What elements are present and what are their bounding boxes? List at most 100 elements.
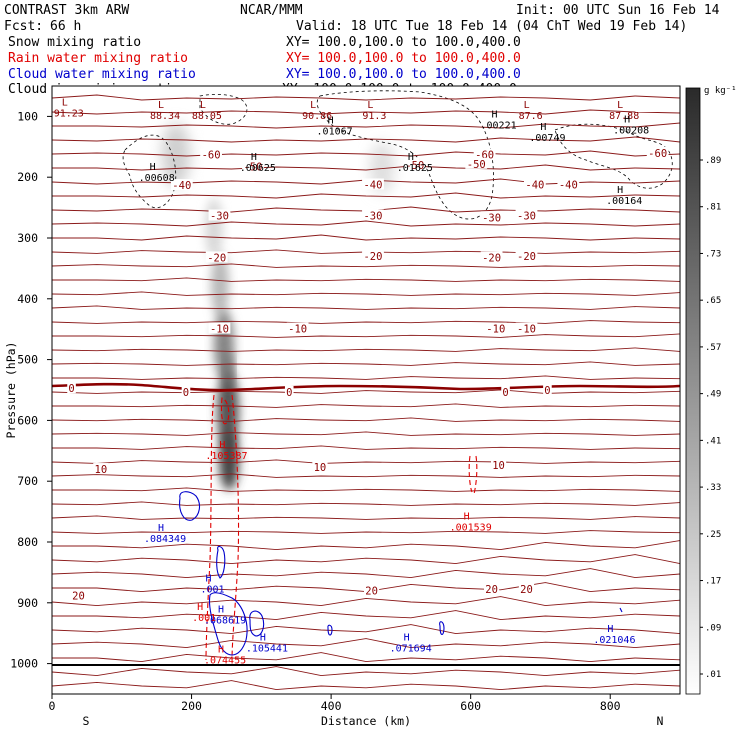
contour-label: -20 xyxy=(517,251,536,263)
init-time: Init: 00 UTC Sun 16 Feb 14 xyxy=(516,3,720,18)
extremum-kind: H xyxy=(408,152,414,163)
colorbar-tick-label: .57 xyxy=(705,343,721,353)
extremum-kind: H xyxy=(617,185,623,196)
extremum-kind: L xyxy=(200,100,206,111)
x-axis-title: Distance (km) xyxy=(321,714,411,728)
contour-label: -20 xyxy=(363,251,382,263)
extremum-value: .105441 xyxy=(246,643,288,654)
extremum-kind: H xyxy=(260,632,266,643)
y-tick-label: 1000 xyxy=(10,657,38,671)
extremum-value: .00164 xyxy=(606,196,642,207)
organization-label: NCAR/MMM xyxy=(240,3,303,18)
contour-label: 20 xyxy=(520,584,533,596)
extremum-kind: H xyxy=(404,632,410,643)
colorbar-tick-label: .65 xyxy=(705,296,721,306)
colorbar-tick-label: .01 xyxy=(705,670,721,680)
south-label: S xyxy=(83,714,90,728)
extremum-kind: H xyxy=(607,624,613,635)
extremum-kind: H xyxy=(150,162,156,173)
colorbar-tick-label: .81 xyxy=(705,203,721,213)
extremum-value: .001 xyxy=(192,613,216,624)
extremum-kind: H xyxy=(158,523,164,534)
extremum-value: 87.6 xyxy=(519,111,543,122)
extremum-value: .00625 xyxy=(240,163,276,174)
contour-label: 0 xyxy=(68,383,74,395)
x-tick-label: 200 xyxy=(181,699,202,713)
extremum-kind: H xyxy=(205,574,211,585)
colorbar-tick-label: .89 xyxy=(705,156,721,166)
extremum-kind: L xyxy=(367,100,373,111)
extremum-value: .00608 xyxy=(139,173,175,184)
contour-label: -10 xyxy=(517,324,536,336)
extremum-value: .001 xyxy=(200,585,224,596)
contour-label: -30 xyxy=(210,211,229,223)
colorbar xyxy=(686,88,700,694)
x-tick-label: 0 xyxy=(49,699,56,713)
field-xy-snow: XY= 100.0,100.0 to 100.0,400.0 xyxy=(286,35,521,50)
contour-label: 10 xyxy=(492,460,505,472)
field-xy-cloudwater: XY= 100.0,100.0 to 100.0,400.0 xyxy=(286,67,521,82)
extremum-value: .071694 xyxy=(390,643,432,654)
extremum-kind: H xyxy=(218,645,224,656)
extremum-kind: H xyxy=(464,512,470,523)
x-tick-label: 400 xyxy=(321,699,342,713)
extremum-value: .00749 xyxy=(529,133,565,144)
colorbar-tick-label: .09 xyxy=(705,623,721,633)
colorbar-tick-label: .25 xyxy=(705,530,721,540)
extremum-kind: H xyxy=(218,605,224,616)
contour-label: 10 xyxy=(95,464,108,476)
x-tick-label: 800 xyxy=(600,699,621,713)
extremum-value: .084349 xyxy=(144,534,186,545)
field-name-rain: Rain water mixing ratio xyxy=(8,51,188,66)
contour-label: -10 xyxy=(210,324,229,336)
y-tick-label: 100 xyxy=(17,109,38,123)
extremum-kind: L xyxy=(158,100,164,111)
extremum-kind: L xyxy=(524,100,530,111)
contour-label: 0 xyxy=(286,387,292,399)
extremum-kind: H xyxy=(492,110,498,121)
extremum-value: .01067 xyxy=(317,127,353,138)
contour-label: 10 xyxy=(314,462,327,474)
colorbar-ticks: .01 .09 .17 .25 .33 .41 .49 .57 .65 .73 .81 .89 xyxy=(700,156,721,680)
contour-label: -30 xyxy=(517,211,536,223)
contour-label: -10 xyxy=(486,324,505,336)
valid-time: Valid: 18 UTC Tue 18 Feb 14 (04 ChT Wed … xyxy=(296,19,687,34)
contour-label: -20 xyxy=(207,252,226,264)
contour-label: -40 xyxy=(559,179,578,191)
contour-label: -30 xyxy=(482,212,501,224)
y-tick-label: 900 xyxy=(17,596,38,610)
y-tick-label: 800 xyxy=(17,535,38,549)
extremum-kind: L xyxy=(310,100,316,111)
colorbar-tick-label: .17 xyxy=(705,577,721,587)
extremum-kind: H xyxy=(197,602,203,613)
contour-label: -30 xyxy=(363,211,382,223)
x-axis: 0 200 400 600 800 xyxy=(49,694,621,713)
contour-label: -10 xyxy=(288,324,307,336)
extremum-value: .021046 xyxy=(593,635,635,646)
colorbar-tick-label: .33 xyxy=(705,483,721,493)
extremum-value: .01625 xyxy=(397,163,433,174)
y-tick-label: 400 xyxy=(17,292,38,306)
extremum-value: .00221 xyxy=(481,121,517,132)
extremum-kind: H xyxy=(251,152,257,163)
model-title: CONTRAST 3km ARW xyxy=(4,3,129,18)
y-tick-label: 200 xyxy=(17,170,38,184)
contour-label: 20 xyxy=(72,591,85,603)
extremum-kind: L xyxy=(617,100,623,111)
field-name-snow: Snow mixing ratio xyxy=(8,35,141,50)
colorbar-tick-label: .41 xyxy=(705,436,721,446)
contour-label: -40 xyxy=(172,180,191,192)
contour-label: 0 xyxy=(544,385,550,397)
cross-section-chart: CONTRAST 3km ARW NCAR/MMM Init: 00 UTC S… xyxy=(0,0,740,740)
extremum-value: .001539 xyxy=(450,523,492,534)
contour-label: -40 xyxy=(363,179,382,191)
extremum-value: .105387 xyxy=(205,451,247,462)
contour-label: 20 xyxy=(485,584,498,596)
contour-label: -40 xyxy=(525,179,544,191)
extremum-kind: H xyxy=(328,116,334,127)
extremum-value: 91.23 xyxy=(54,108,84,119)
extremum-value: .00208 xyxy=(613,125,649,136)
extremum-value: 91.3 xyxy=(362,111,386,122)
y-axis-title: Pressure (hPa) xyxy=(4,342,18,439)
extremum-kind: H xyxy=(540,122,546,133)
